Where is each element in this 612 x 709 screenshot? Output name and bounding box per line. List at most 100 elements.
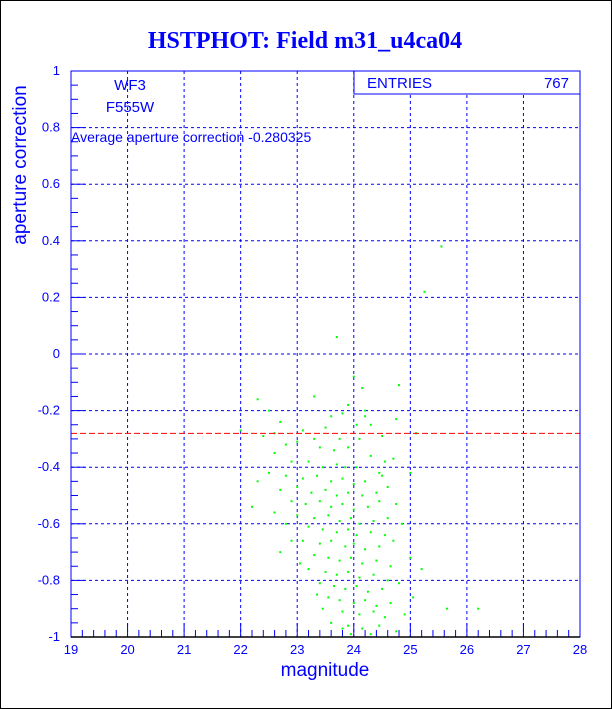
x-tick-label: 27 (516, 642, 530, 657)
data-point (341, 477, 344, 480)
data-point (327, 556, 330, 559)
data-point (332, 585, 335, 588)
data-point (375, 559, 378, 562)
data-point (381, 587, 384, 590)
data-point (349, 556, 352, 559)
data-point (392, 539, 395, 542)
data-point (364, 480, 367, 483)
y-tick-label: 0.6 (42, 176, 60, 191)
data-point (347, 528, 350, 531)
data-point (279, 420, 282, 423)
data-point (395, 418, 398, 421)
data-point (364, 548, 367, 551)
x-tick-label: 28 (573, 642, 587, 657)
data-point (361, 627, 364, 630)
data-point (341, 627, 344, 630)
data-point (378, 624, 381, 627)
data-point (372, 519, 375, 522)
data-point (366, 505, 369, 508)
data-point (296, 486, 299, 489)
stats-entries-label: ENTRIES (367, 75, 432, 92)
data-point (361, 562, 364, 565)
data-point (398, 384, 401, 387)
data-point (267, 471, 270, 474)
data-point (338, 519, 341, 522)
stats-box (353, 70, 581, 95)
data-point (284, 522, 287, 525)
data-point (409, 556, 412, 559)
data-point (355, 423, 358, 426)
data-point (239, 429, 242, 432)
data-point (324, 570, 327, 573)
data-point (301, 429, 304, 432)
data-point (290, 460, 293, 463)
data-point (310, 491, 313, 494)
data-point (296, 514, 299, 517)
data-point (341, 610, 344, 613)
x-tick-label: 26 (460, 642, 474, 657)
data-point (332, 449, 335, 452)
data-point (358, 576, 361, 579)
data-point (352, 483, 355, 486)
data-point (318, 446, 321, 449)
data-point (327, 514, 330, 517)
data-point (273, 452, 276, 455)
x-tick-label: 22 (233, 642, 247, 657)
data-point (324, 488, 327, 491)
y-tick-label: -0.8 (38, 572, 60, 587)
data-point (355, 466, 358, 469)
data-point (313, 553, 316, 556)
data-point (304, 502, 307, 505)
data-point (347, 403, 350, 406)
data-point (352, 542, 355, 545)
data-point (355, 534, 358, 537)
y-tick-label: 0.8 (42, 120, 60, 135)
data-point (395, 630, 398, 633)
data-point (335, 531, 338, 534)
data-point (446, 607, 449, 610)
data-point (358, 522, 361, 525)
data-point (316, 474, 319, 477)
data-point (344, 587, 347, 590)
data-point (349, 517, 352, 520)
data-point (386, 517, 389, 520)
data-point (361, 494, 364, 497)
data-point (440, 245, 443, 248)
data-point (324, 426, 327, 429)
data-point (301, 539, 304, 542)
data-point (392, 457, 395, 460)
data-point (352, 508, 355, 511)
data-point (378, 471, 381, 474)
x-tick-label: 19 (64, 642, 78, 657)
data-point (375, 604, 378, 607)
data-point (273, 511, 276, 514)
y-axis-label: aperture correction (10, 85, 31, 244)
x-tick-label: 21 (177, 642, 191, 657)
data-point (344, 545, 347, 548)
data-point (313, 517, 316, 520)
data-point (347, 570, 350, 573)
data-point (316, 593, 319, 596)
data-point (279, 488, 282, 491)
data-point (330, 621, 333, 624)
data-point (250, 505, 253, 508)
data-point (330, 539, 333, 542)
filter-label: F555W (106, 99, 155, 116)
data-point (313, 395, 316, 398)
data-point (335, 336, 338, 339)
data-point (256, 398, 259, 401)
stats-entries-value: 767 (544, 75, 569, 92)
y-tick-label: 1 (53, 63, 60, 78)
data-point (313, 437, 316, 440)
data-point (420, 568, 423, 571)
data-point (352, 602, 355, 605)
data-point (318, 582, 321, 585)
data-point (389, 602, 392, 605)
data-point (369, 633, 372, 636)
data-point (318, 542, 321, 545)
data-point (279, 551, 282, 554)
data-point (307, 460, 310, 463)
data-point (318, 500, 321, 503)
data-point (301, 477, 304, 480)
